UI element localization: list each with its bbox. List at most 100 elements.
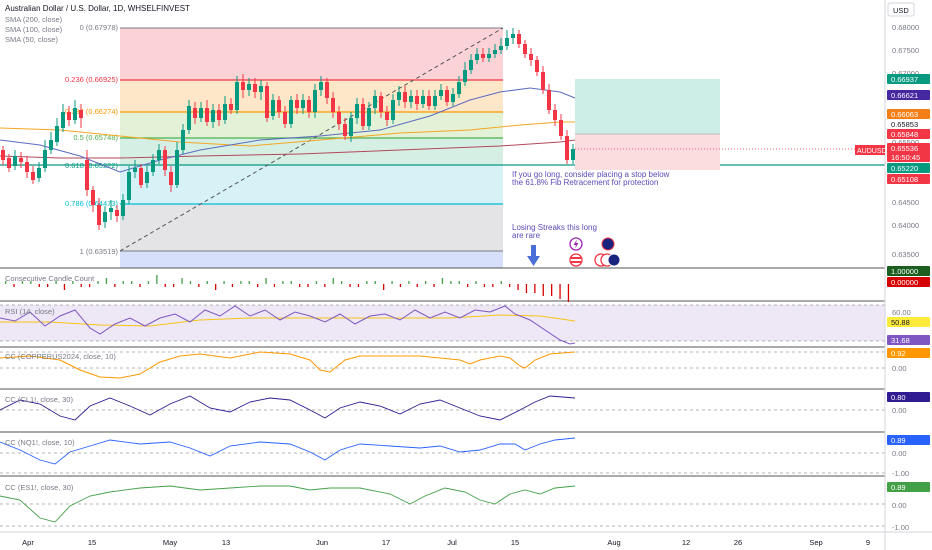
pane-badge <box>887 317 930 327</box>
candle-body <box>571 149 575 160</box>
time-axis[interactable]: Apr 15 May 13 Jun 17 Jul 15 Aug 12 26 Sep 9 <box>22 538 870 547</box>
candle-body <box>355 104 359 118</box>
candle-body <box>523 44 527 54</box>
candle-body <box>493 50 497 54</box>
fib-label-0618: 0.618 (0.65222) <box>65 161 118 170</box>
candle-body <box>121 200 125 216</box>
time-tick: May <box>163 538 177 547</box>
count-bar <box>131 281 133 284</box>
pane-tick: 0.00 <box>892 406 907 415</box>
count-bar <box>441 278 444 284</box>
sp500-cc-line <box>0 485 576 523</box>
sma-50-line <box>0 87 576 173</box>
candle-body <box>13 156 17 166</box>
candle-body <box>109 208 113 212</box>
candle-body <box>217 110 221 120</box>
time-tick: Sep <box>809 538 822 547</box>
candle-body <box>1 150 5 160</box>
candle-body <box>271 100 275 116</box>
count-bar <box>156 275 158 284</box>
candle-body <box>337 112 341 124</box>
candle-body <box>49 140 53 150</box>
pane-tick: 0.00 <box>892 501 907 510</box>
currency-button[interactable] <box>887 2 915 17</box>
candle-body <box>229 104 233 110</box>
time-tick: Apr <box>22 538 34 547</box>
count-bar <box>542 284 544 296</box>
fib-label-0236: 0.236 (0.66925) <box>65 75 118 84</box>
candle-body <box>55 126 59 142</box>
count-bar <box>5 281 7 284</box>
price-badge-label: 0.66063 <box>891 110 918 119</box>
candle-body <box>253 84 257 92</box>
candle-body <box>385 112 389 120</box>
pane-badge <box>887 392 930 402</box>
candle-body <box>529 54 533 60</box>
pane-badge-label: 0.00000 <box>891 278 918 287</box>
rsi-ma-line <box>0 314 576 327</box>
candle-body <box>283 112 287 124</box>
nasdaq-cc-line <box>0 437 576 465</box>
price-badge-label: 0.65536 <box>891 144 918 153</box>
count-bar <box>63 284 66 290</box>
candle-body <box>19 158 23 162</box>
price-tick: 0.63500 <box>892 250 919 259</box>
pane-tick: 60.00 <box>892 308 911 317</box>
long-position-tool[interactable] <box>575 79 720 170</box>
count-bar <box>38 284 40 287</box>
pane-badge-label: 50.88 <box>891 318 910 327</box>
event-icons[interactable] <box>569 237 621 267</box>
candle-body <box>67 112 71 120</box>
candle-body <box>343 124 347 136</box>
moving-averages <box>0 87 576 173</box>
candle-body <box>259 86 263 92</box>
pane-title-copper: CC (COPPERUS2024, close, 10) <box>5 352 116 361</box>
stop-note-line2: the 61.8% Fib Retracement for protection <box>512 178 658 187</box>
candle-body <box>313 90 317 112</box>
count-bar <box>139 284 141 287</box>
count-bar <box>80 284 82 287</box>
candle-body <box>451 94 455 102</box>
count-bar <box>551 284 553 296</box>
time-tick: 12 <box>682 538 690 547</box>
candle-body <box>439 90 443 96</box>
count-bar <box>357 284 360 287</box>
count-bar <box>467 284 469 287</box>
candle-body <box>475 54 479 60</box>
fib-label-1: 1 (0.63519) <box>80 247 119 256</box>
candle-body <box>31 172 35 180</box>
candle-body <box>541 72 545 90</box>
streak-note-line2: are rare <box>512 231 541 240</box>
count-bar <box>257 284 259 287</box>
candle-body <box>427 96 431 106</box>
count-bar <box>517 284 519 290</box>
symbol-tag-label: AUDUSD <box>857 148 887 155</box>
streak-note-line1: Losing Streaks this long <box>512 223 597 232</box>
rsi-band <box>0 305 885 341</box>
au-flag-icon <box>601 237 615 251</box>
count-bar <box>240 281 242 284</box>
time-tick: 9 <box>866 538 870 547</box>
count-bar <box>458 281 460 284</box>
candle-body <box>277 100 281 112</box>
candle-body <box>301 100 305 108</box>
price-badge <box>887 90 930 100</box>
candle-body <box>349 118 353 136</box>
fib-label-05: 0.5 (0.65748) <box>73 133 118 142</box>
candle-body <box>331 98 335 112</box>
count-bar <box>324 284 326 287</box>
count-bar <box>290 281 292 284</box>
count-bar <box>307 284 309 287</box>
candle-body <box>211 110 215 122</box>
pane-badge-label: 1.00000 <box>891 267 918 276</box>
pane-badge-label: 31.68 <box>891 336 910 345</box>
pane-badges: 1.00000 0.00000 50.88 31.68 60.00 0.92 0.00 0.8… <box>887 266 930 532</box>
candle-body <box>151 160 155 172</box>
candle-body <box>43 150 47 168</box>
candle-body <box>7 158 11 168</box>
count-bar <box>198 284 200 287</box>
count-bar <box>122 281 124 284</box>
candle-body <box>241 82 245 90</box>
candle-body <box>145 172 149 183</box>
